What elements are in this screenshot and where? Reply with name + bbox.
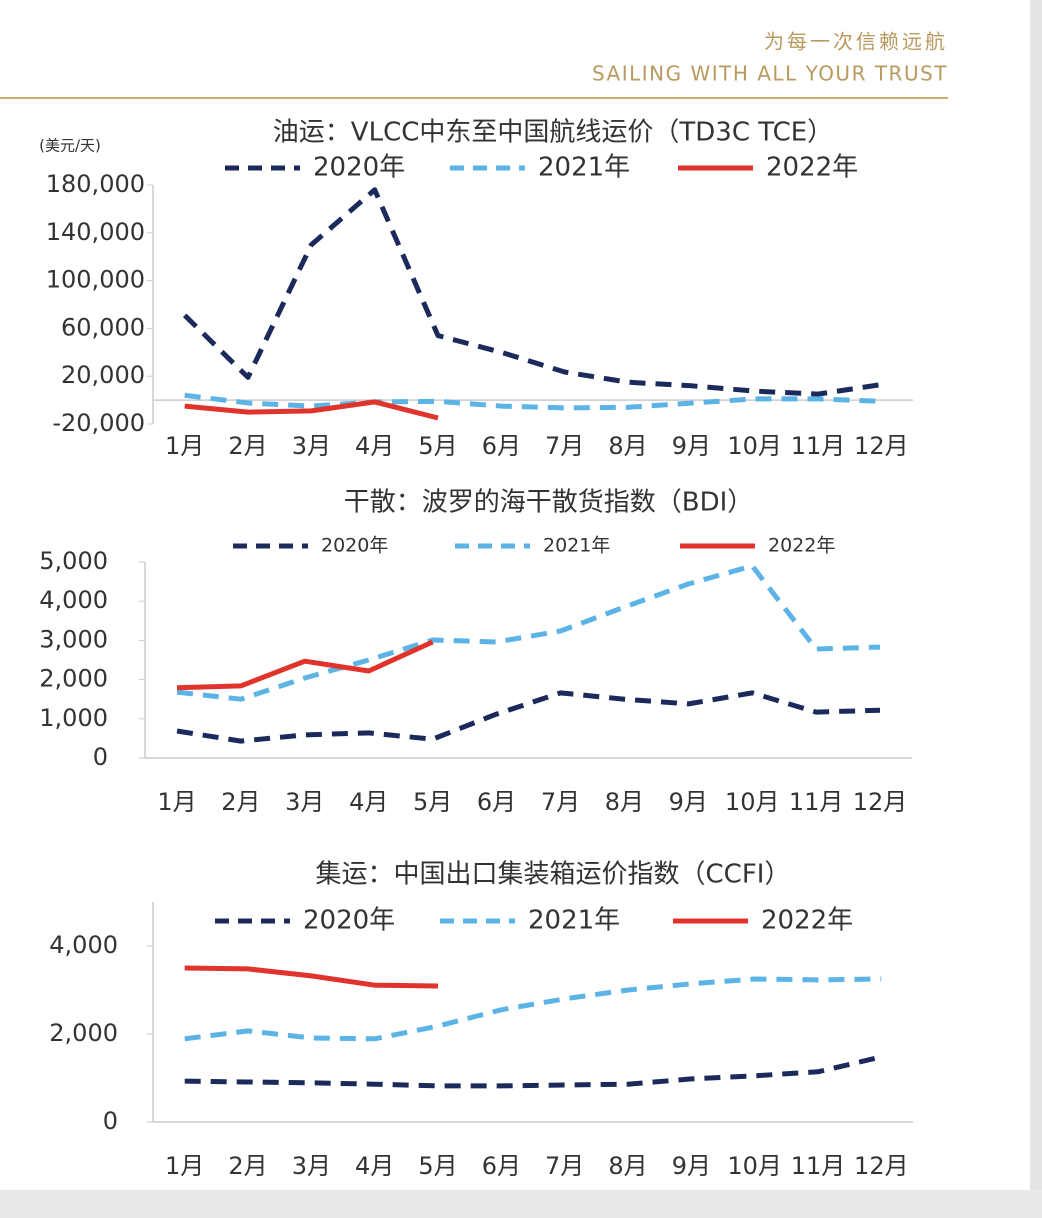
slogan-cn: 为每一次信赖远航 xyxy=(764,30,948,54)
series-line xyxy=(182,187,882,397)
x-tick-label: 3月 xyxy=(292,1152,331,1180)
legend-label: 2021年 xyxy=(528,906,620,936)
x-tick-label: 11月 xyxy=(791,1152,846,1180)
x-tick-label: 5月 xyxy=(413,788,452,816)
x-tick-label: 8月 xyxy=(608,1152,647,1180)
x-tick-label: 1月 xyxy=(165,1152,204,1180)
legend-label: 2021年 xyxy=(543,535,610,557)
legend-label: 2020年 xyxy=(321,535,388,557)
series-line xyxy=(176,690,881,744)
y-tick-label: 4,000 xyxy=(39,586,108,614)
side-border xyxy=(1030,0,1042,1218)
x-tick-label: 4月 xyxy=(355,432,394,460)
x-tick-label: 12月 xyxy=(854,1152,909,1180)
legend-label: 2020年 xyxy=(313,153,405,183)
y-tick-label: 60,000 xyxy=(61,313,145,341)
x-tick-label: 4月 xyxy=(355,1152,394,1180)
legend-label: 2022年 xyxy=(766,153,858,183)
x-tick-label: 7月 xyxy=(545,432,584,460)
y-tick-label: 5,000 xyxy=(39,547,108,575)
y-tick-label: 0 xyxy=(103,1107,118,1135)
x-tick-label: 6月 xyxy=(482,1152,521,1180)
x-tick-label: 2月 xyxy=(228,1152,267,1180)
legend-label: 2022年 xyxy=(768,535,835,557)
series-line xyxy=(184,399,439,421)
x-tick-label: 7月 xyxy=(541,788,580,816)
legend-label: 2020年 xyxy=(303,906,395,936)
x-tick-label: 9月 xyxy=(672,432,711,460)
x-tick-label: 6月 xyxy=(477,788,516,816)
y-tick-label: 2,000 xyxy=(39,665,108,693)
x-tick-label: 9月 xyxy=(669,788,708,816)
x-tick-label: 1月 xyxy=(157,788,196,816)
y-tick-label: 4,000 xyxy=(49,931,118,959)
series-line xyxy=(184,392,882,411)
x-tick-label: 2月 xyxy=(221,788,260,816)
x-tick-label: 3月 xyxy=(285,788,324,816)
series-line xyxy=(176,563,881,702)
chart-title: 干散：波罗的海干散货指数（BDI） xyxy=(344,488,754,518)
series-line xyxy=(184,965,439,989)
y-tick-label: 0 xyxy=(93,743,108,771)
x-tick-label: 10月 xyxy=(727,432,782,460)
y-tick-label: 20,000 xyxy=(61,361,145,389)
chart-title: 集运：中国出口集装箱运价指数（CCFI） xyxy=(316,860,791,890)
series-line xyxy=(176,639,434,691)
x-tick-label: 4月 xyxy=(349,788,388,816)
y-tick-label: 180,000 xyxy=(46,170,145,198)
y-tick-label: 100,000 xyxy=(46,266,145,294)
x-tick-label: 5月 xyxy=(418,432,457,460)
x-tick-label: 8月 xyxy=(608,432,647,460)
series-line xyxy=(184,976,882,1042)
x-tick-label: 6月 xyxy=(482,432,521,460)
y-unit: (美元/天) xyxy=(39,137,101,155)
x-tick-label: 5月 xyxy=(418,1152,457,1180)
x-tick-label: 2月 xyxy=(228,432,267,460)
x-tick-label: 10月 xyxy=(725,788,780,816)
x-tick-label: 9月 xyxy=(672,1152,711,1180)
y-tick-label: 2,000 xyxy=(49,1019,118,1047)
x-tick-label: 12月 xyxy=(854,432,909,460)
legend-label: 2021年 xyxy=(538,153,630,183)
x-tick-label: 11月 xyxy=(789,788,844,816)
y-tick-label: 1,000 xyxy=(39,704,108,732)
x-tick-label: 12月 xyxy=(853,788,908,816)
x-tick-label: 8月 xyxy=(605,788,644,816)
series-line xyxy=(184,1054,882,1089)
y-tick-label: -20,000 xyxy=(52,409,145,437)
x-tick-label: 3月 xyxy=(292,432,331,460)
x-tick-label: 10月 xyxy=(727,1152,782,1180)
legend-label: 2022年 xyxy=(761,906,853,936)
y-tick-label: 140,000 xyxy=(46,218,145,246)
chart-title: 油运：VLCC中东至中国航线运价（TD3C TCE） xyxy=(273,118,833,148)
bottom-border xyxy=(0,1190,1042,1218)
y-tick-label: 3,000 xyxy=(39,625,108,653)
x-tick-label: 11月 xyxy=(791,432,846,460)
slogan-en: SAILING WITH ALL YOUR TRUST xyxy=(592,62,948,86)
x-tick-label: 1月 xyxy=(165,432,204,460)
x-tick-label: 7月 xyxy=(545,1152,584,1180)
